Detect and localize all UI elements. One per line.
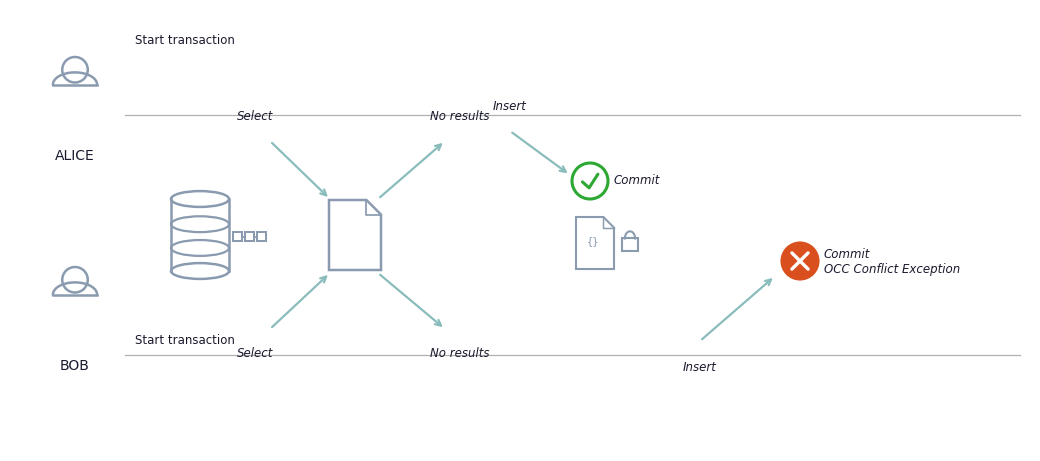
Circle shape (782, 243, 818, 279)
Bar (245, 232, 254, 242)
Text: BOB: BOB (60, 359, 89, 373)
Text: Commit: Commit (824, 248, 870, 260)
Text: Start transaction: Start transaction (135, 335, 235, 348)
Polygon shape (329, 200, 381, 270)
Text: Select: Select (237, 110, 274, 123)
Text: Start transaction: Start transaction (135, 35, 235, 47)
Bar (233, 232, 242, 242)
Text: Select: Select (237, 347, 274, 360)
Bar (257, 232, 266, 242)
Text: {}: {} (587, 236, 599, 246)
Text: No results: No results (431, 347, 490, 360)
Text: Commit: Commit (614, 175, 660, 188)
Text: Insert: Insert (683, 361, 717, 374)
Text: No results: No results (431, 110, 490, 123)
Text: OCC Conflict Exception: OCC Conflict Exception (824, 264, 960, 277)
Text: ALICE: ALICE (55, 149, 95, 163)
Text: Insert: Insert (493, 100, 527, 113)
